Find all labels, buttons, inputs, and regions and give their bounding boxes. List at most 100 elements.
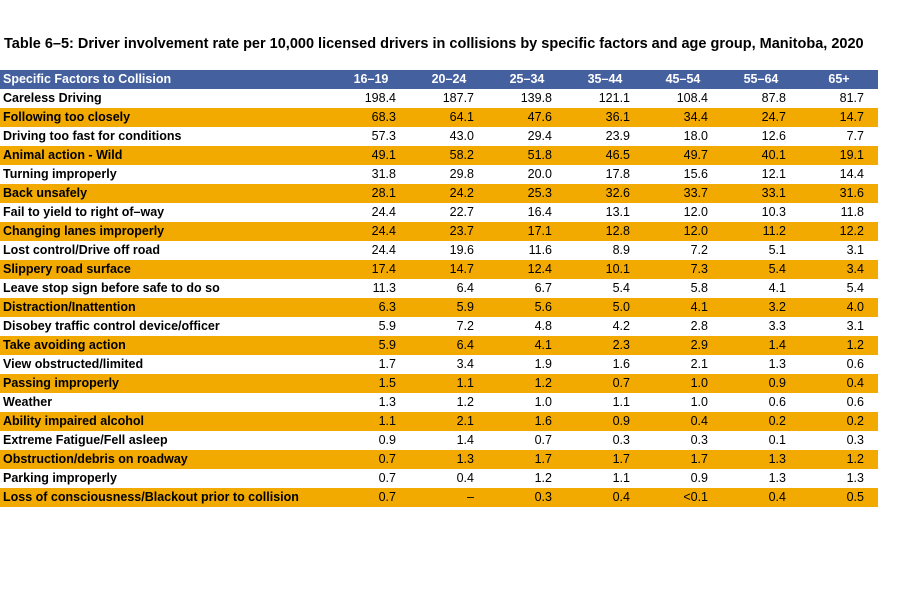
cell-value: 0.3 <box>612 433 630 447</box>
cell-value: 1.7 <box>488 450 566 469</box>
cell-value: 46.5 <box>566 146 644 165</box>
cell-value: 3.1 <box>846 319 864 333</box>
cell-value: 0.6 <box>768 395 786 409</box>
row-label: Extreme Fatigue/Fell asleep <box>3 433 168 447</box>
cell-value: 0.2 <box>800 412 878 431</box>
cell-value: 5.6 <box>488 298 566 317</box>
table-row: Distraction/Inattention 6.3 5.9 5.6 5.0 4.1 3.… <box>0 298 878 317</box>
cell-value: 1.3 <box>378 395 396 409</box>
table-title: Table 6–5: Driver involvement rate per 1… <box>4 36 864 52</box>
cell-value: 23.7 <box>410 222 488 241</box>
cell-value: 1.1 <box>332 412 410 431</box>
cell-value: 1.2 <box>488 374 566 393</box>
cell-value: 5.9 <box>332 336 410 355</box>
cell-value: 4.8 <box>534 319 552 333</box>
row-label: Lost control/Drive off road <box>3 243 160 257</box>
header-age-group: 55–64 <box>722 70 800 89</box>
cell-value: 15.6 <box>683 167 708 181</box>
cell-value: 0.9 <box>722 374 800 393</box>
cell-value: 0.9 <box>378 433 396 447</box>
cell-value: 1.0 <box>534 395 552 409</box>
row-label: Obstruction/debris on roadway <box>0 450 332 469</box>
cell-value: 1.6 <box>612 357 630 371</box>
row-label: Loss of consciousness/Blackout prior to … <box>0 488 332 507</box>
row-label: Slippery road surface <box>0 260 332 279</box>
cell-value: 0.6 <box>846 395 864 409</box>
header-label: Specific Factors to Collision <box>0 70 332 89</box>
cell-value: 12.6 <box>761 129 786 143</box>
cell-value: 1.1 <box>612 471 630 485</box>
cell-value: 1.7 <box>644 450 722 469</box>
cell-value: 12.0 <box>644 222 722 241</box>
table-row: Weather 1.3 1.2 1.0 1.1 1.0 0.6 0.6 <box>0 393 878 412</box>
cell-value: 6.4 <box>456 281 474 295</box>
cell-value: 1.7 <box>566 450 644 469</box>
cell-value: 1.3 <box>846 471 864 485</box>
cell-value: 0.6 <box>846 357 864 371</box>
cell-value: 0.7 <box>378 471 396 485</box>
cell-value: 1.6 <box>488 412 566 431</box>
cell-value: 68.3 <box>332 108 410 127</box>
row-label: Changing lanes improperly <box>0 222 332 241</box>
table-row: Back unsafely 28.1 24.2 25.3 32.6 33.7 33.1 31.… <box>0 184 878 203</box>
cell-value: 8.9 <box>612 243 630 257</box>
cell-value: 28.1 <box>332 184 410 203</box>
cell-value: 33.1 <box>722 184 800 203</box>
row-label: Disobey traffic control device/officer <box>3 319 220 333</box>
header-age-group: 65+ <box>800 70 878 89</box>
row-label: Ability impaired alcohol <box>0 412 332 431</box>
table-row: Turning improperly 31.8 29.8 20.0 17.8 15.6 12… <box>0 165 878 184</box>
header-age-group: 25–34 <box>488 70 566 89</box>
table-row: Disobey traffic control device/officer 5.… <box>0 317 878 336</box>
cell-value: 3.4 <box>456 357 474 371</box>
cell-value: 5.8 <box>690 281 708 295</box>
cell-value: 0.7 <box>566 374 644 393</box>
table-row: Ability impaired alcohol 1.1 2.1 1.6 0.9 0.4 0… <box>0 412 878 431</box>
cell-value: 23.9 <box>605 129 630 143</box>
row-label: View obstructed/limited <box>3 357 144 371</box>
cell-value: 14.4 <box>839 167 864 181</box>
cell-value: 12.1 <box>761 167 786 181</box>
cell-value: 11.8 <box>840 205 864 219</box>
table-row: Parking improperly 0.7 0.4 1.2 1.1 0.9 1.3 1.3 <box>0 469 878 488</box>
cell-value: 2.1 <box>690 357 708 371</box>
cell-value: 11.2 <box>722 222 800 241</box>
cell-value: 7.7 <box>846 129 864 143</box>
cell-value: 20.0 <box>527 167 552 181</box>
cell-value: 1.0 <box>690 395 708 409</box>
row-label: Turning improperly <box>3 167 117 181</box>
cell-value: 24.2 <box>410 184 488 203</box>
row-label: Leave stop sign before safe to do so <box>3 281 220 295</box>
row-label: Following too closely <box>0 108 332 127</box>
cell-value: 1.5 <box>332 374 410 393</box>
cell-value: 19.6 <box>449 243 474 257</box>
cell-value: 0.7 <box>332 450 410 469</box>
cell-value: 29.4 <box>527 129 552 143</box>
cell-value: 6.7 <box>534 281 552 295</box>
cell-value: 24.4 <box>371 243 396 257</box>
table-row: Slippery road surface 17.4 14.7 12.4 10.1 7.3… <box>0 260 878 279</box>
cell-value: 47.6 <box>488 108 566 127</box>
cell-value: 5.1 <box>768 243 786 257</box>
cell-value: 17.1 <box>488 222 566 241</box>
cell-value: 5.4 <box>722 260 800 279</box>
cell-value: 3.3 <box>768 319 786 333</box>
cell-value: 31.6 <box>800 184 878 203</box>
cell-value: 58.2 <box>410 146 488 165</box>
cell-value: 1.9 <box>534 357 552 371</box>
cell-value: 51.8 <box>488 146 566 165</box>
cell-value: 1.4 <box>722 336 800 355</box>
cell-value: 0.3 <box>488 488 566 507</box>
cell-value: 108.4 <box>676 91 708 105</box>
cell-value: 5.4 <box>846 281 864 295</box>
cell-value: 13.1 <box>605 205 630 219</box>
cell-value: 43.0 <box>449 129 474 143</box>
cell-value: 57.3 <box>371 129 396 143</box>
cell-value: 0.9 <box>690 471 708 485</box>
data-table: Specific Factors to Collision 16–19 20–24 2… <box>0 70 878 507</box>
cell-value: 49.1 <box>332 146 410 165</box>
cell-value: 2.9 <box>644 336 722 355</box>
cell-value: 11.3 <box>372 281 396 295</box>
cell-value: 0.7 <box>332 488 410 507</box>
